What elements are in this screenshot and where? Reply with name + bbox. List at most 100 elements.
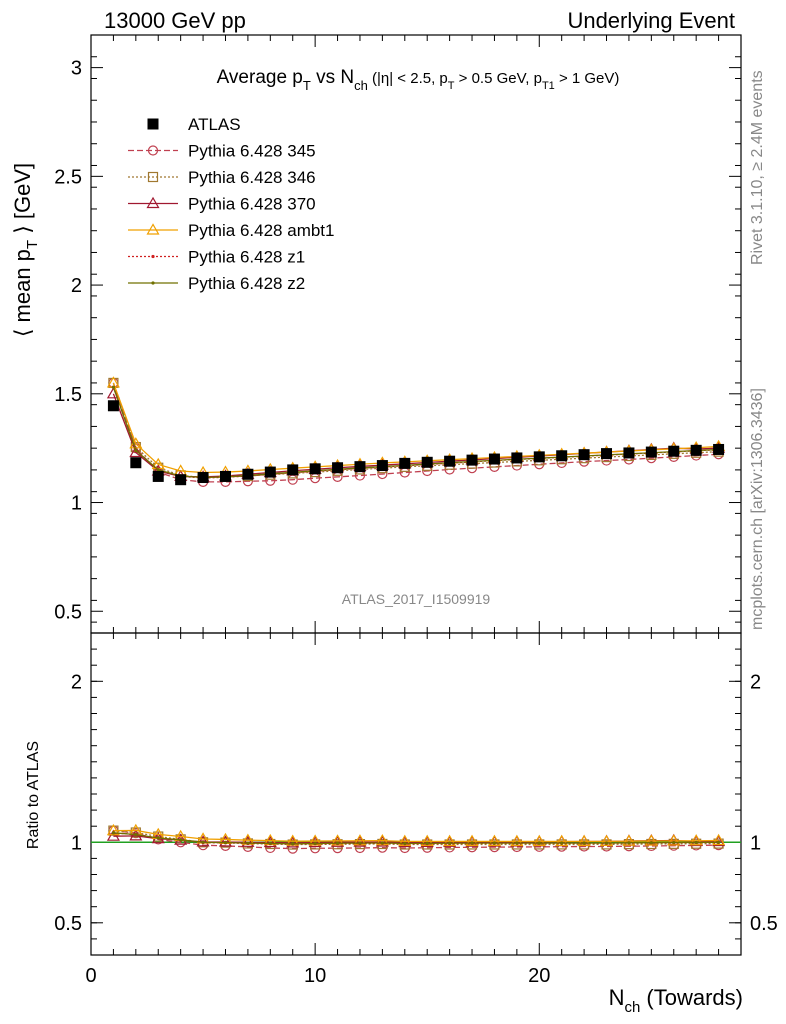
legend-label: Pythia 6.428 345 (188, 142, 316, 161)
ratio-line (113, 829, 719, 850)
series-point (156, 468, 160, 472)
ratio-point (510, 834, 524, 846)
atlas-point (399, 457, 411, 469)
atlas-point (601, 448, 613, 460)
ratio-point (134, 832, 138, 837)
x-tick-label: 10 (304, 965, 326, 987)
ratio-point (537, 841, 541, 845)
ratio-point (465, 834, 479, 846)
legend-marker (151, 254, 155, 259)
ylabel-open: ⟨ mean p (10, 249, 35, 337)
legend-entry: Pythia 6.428 345 (128, 142, 316, 161)
atlas-point (130, 457, 142, 469)
ratio-point (627, 841, 631, 845)
ratio-point (179, 838, 183, 842)
atlas-point (264, 466, 276, 478)
analysis-watermark: ATLAS_2017_I1509919 (342, 591, 491, 607)
legend-marker (146, 223, 160, 235)
ratio-point (644, 834, 658, 846)
xlabel-main: N (609, 985, 625, 1010)
legend-entry: ATLAS (147, 115, 241, 134)
ratio-point (111, 831, 116, 835)
ratio-point (716, 840, 721, 844)
header-left: 13000 GeV pp (104, 8, 246, 33)
y-tick-label: 1 (71, 493, 82, 515)
ratio-tick-label: 1 (71, 832, 82, 854)
ylabel-close: ⟩ [GeV] (10, 163, 35, 240)
ratio-point (106, 829, 120, 841)
ratio-tick-label-right: 1 (750, 832, 761, 854)
ratio-point (218, 835, 233, 847)
atlas-point (219, 470, 231, 482)
atlas-point (152, 470, 164, 482)
atlas-point (556, 450, 568, 462)
ratio-point (201, 840, 205, 844)
ratio-point (672, 840, 676, 845)
series-layer (91, 376, 741, 854)
ratio-y-axis-label: Ratio to ATLAS (25, 741, 42, 849)
legend-marker (151, 281, 155, 285)
legend-entry: Pythia 6.428 z1 (128, 248, 305, 267)
ratio-point (380, 841, 384, 845)
y-tick-label: 1.5 (54, 384, 82, 406)
y-tick-label: 2.5 (54, 166, 82, 188)
legend-label: Pythia 6.428 z1 (188, 248, 305, 267)
mcplots-label: mcplots.cern.ch [arXiv:1306.3436] (749, 388, 766, 630)
ratio-point (268, 841, 272, 846)
series-point (111, 385, 116, 389)
atlas-point (175, 474, 187, 486)
ratio-point (246, 841, 250, 845)
ratio-point (241, 835, 255, 847)
legend-entry: Pythia 6.428 346 (128, 168, 316, 187)
series-atlas (107, 400, 725, 486)
title-sub-ch: ch (354, 78, 368, 93)
legend-marker (147, 145, 159, 156)
ratio-point (694, 840, 698, 845)
ratio-tick-label: 0.5 (54, 913, 82, 935)
legend-label: ATLAS (188, 115, 241, 134)
y-tick-label: 0.5 (54, 601, 82, 623)
ratio-point (291, 842, 295, 846)
atlas-point (690, 444, 702, 456)
series-point (129, 445, 143, 458)
ratio-point (286, 836, 300, 848)
legend-label: Pythia 6.428 ambt1 (188, 221, 334, 240)
atlas-point (488, 453, 500, 465)
legend-label: Pythia 6.428 346 (188, 168, 316, 187)
atlas-point (645, 446, 657, 458)
title-part2: vs N (311, 67, 354, 88)
ratio-point (313, 841, 317, 846)
ratio-line (113, 829, 719, 843)
xlabel-rest: (Towards) (640, 985, 743, 1010)
ratio-point (156, 836, 160, 840)
ratio-point (649, 841, 653, 845)
x-axis-label: Nch (Towards) (609, 985, 743, 1016)
y-tick-label: 2 (71, 275, 82, 297)
axes: 0 10 20 0.5 1 1.5 2 2.5 3 0.5 0.5 1 1 2 2 (54, 34, 778, 987)
ratio-point (689, 834, 703, 846)
ratio-point (403, 841, 407, 846)
ratio-point (470, 841, 474, 845)
ratio-point (582, 841, 586, 845)
ratio-point (106, 823, 120, 836)
atlas-point (354, 461, 366, 473)
ratio-point (420, 834, 434, 846)
atlas-point (421, 456, 433, 468)
title-part1: Average p (217, 67, 303, 88)
chart-title: Average pT vs Nch (|η| < 2.5, pT > 0.5 G… (217, 67, 620, 93)
ratio-point (532, 834, 546, 846)
legend-label: Pythia 6.428 370 (188, 195, 316, 214)
y-tick-label: 3 (71, 58, 82, 80)
ratio-point (622, 834, 636, 846)
title-cut2: > 0.5 GeV, p (455, 70, 542, 87)
atlas-point (107, 400, 119, 412)
title-cut-t1: T1 (542, 80, 555, 92)
ratio-point (560, 841, 564, 845)
x-tick-label: 20 (528, 965, 550, 987)
ratio-point (263, 835, 277, 848)
atlas-point (713, 443, 725, 455)
ratio-point (555, 834, 569, 846)
series-line (112, 382, 719, 474)
ylabel-sub: T (24, 240, 41, 249)
